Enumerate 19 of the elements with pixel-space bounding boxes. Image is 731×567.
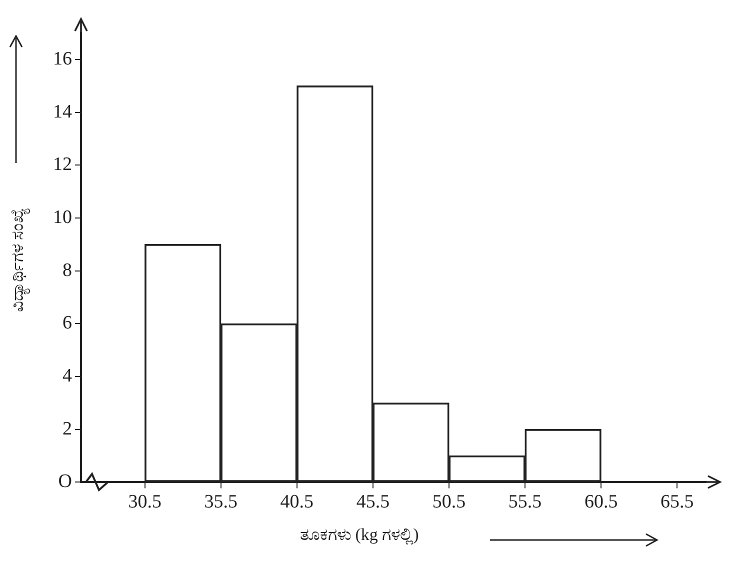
- x-axis-title: ತೂಕಗಳು (kg ಗಳಲ್ಲಿ): [300, 525, 419, 545]
- x-tick-label: 55.5: [508, 492, 542, 513]
- x-tick-label: 35.5: [204, 492, 238, 513]
- x-tick-label: 50.5: [432, 492, 466, 513]
- x-tick-label: 65.5: [660, 492, 694, 513]
- y-axis-title: ವಿದ್ಯಾರ್ಥಿಗಳ ಸಂಖ್ಯೆ: [8, 206, 28, 314]
- x-tick-label: 30.5: [128, 492, 162, 513]
- y-tick-label: 12: [53, 154, 72, 176]
- x-tick-label: 45.5: [356, 492, 390, 513]
- y-tick-label: 4: [62, 365, 72, 386]
- y-tick-label: 14: [53, 101, 72, 122]
- y-tick-label: 10: [53, 206, 72, 228]
- y-tick-label: 6: [62, 312, 72, 334]
- x-tick-label: 40.5: [280, 492, 314, 513]
- y-tick-label: O: [58, 471, 72, 492]
- y-tick-label: 16: [53, 48, 72, 70]
- y-tick-label: 8: [62, 260, 72, 281]
- y-tick-label: 2: [62, 418, 72, 440]
- x-tick-label: 60.5: [584, 492, 618, 513]
